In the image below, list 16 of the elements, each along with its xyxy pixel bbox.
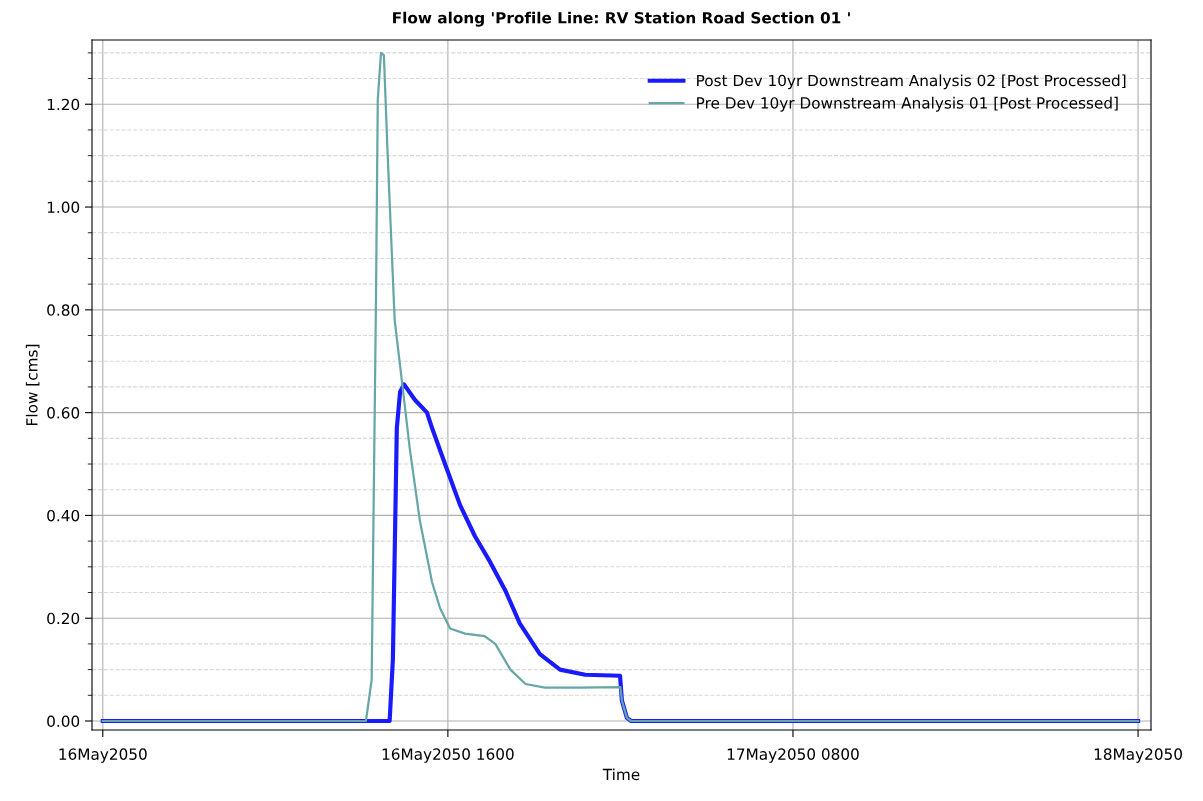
x-axis-title: Time — [602, 768, 640, 781]
legend-label: Post Dev 10yr Downstream Analysis 02 [Post Processed] — [697, 74, 1126, 90]
chart-title: Flow along 'Profile Line: RV Station Road Section 01 ' — [393, 11, 850, 27]
y-tick-label: 0.20 — [47, 612, 80, 625]
x-tick-label: 18May2050 — [1094, 748, 1182, 763]
y-axis-title: Flow [cms] — [25, 344, 40, 425]
x-tick-label: 17May2050 0800 — [727, 748, 859, 763]
y-tick-label: 0.00 — [47, 715, 80, 728]
y-tick-label: 0.80 — [47, 304, 80, 316]
x-tick-label: 16May2050 — [59, 748, 147, 763]
y-tick-label: 0.40 — [47, 509, 80, 522]
x-tick-label: 16May2050 1600 — [382, 748, 514, 763]
y-tick-label: 1.00 — [47, 201, 80, 214]
y-tick-label: 1.20 — [47, 98, 80, 111]
y-tick-label: 0.60 — [47, 407, 80, 419]
legend-label: Pre Dev 10yr Downstream Analysis 01 [Post Processed] — [697, 96, 1118, 112]
